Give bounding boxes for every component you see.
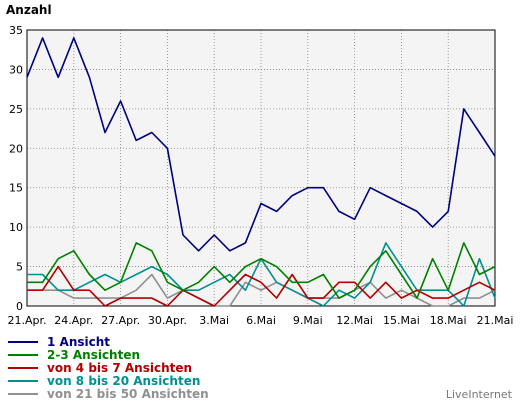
series-lines bbox=[26, 37, 496, 307]
x-tick-label: 3.Mai bbox=[199, 314, 229, 327]
x-tick-label: 21.Mai bbox=[477, 314, 514, 327]
x-tick-label: 9.Mai bbox=[293, 314, 323, 327]
series-line bbox=[27, 265, 496, 307]
y-tick-labels: 0 5 10 15 20 25 30 35 bbox=[9, 24, 23, 313]
y-axis-label: Anzahl bbox=[6, 3, 52, 17]
x-tick-label: 18.Mai bbox=[430, 314, 467, 327]
x-tick-label: 30.Apr. bbox=[148, 314, 187, 327]
x-tick-label: 6.Mai bbox=[246, 314, 276, 327]
x-tick-label: 24.Apr. bbox=[54, 314, 93, 327]
y-tick-label: 35 bbox=[9, 24, 23, 37]
y-tick-label: 30 bbox=[9, 63, 23, 76]
x-tick-label: 27.Apr. bbox=[101, 314, 140, 327]
y-tick-label: 5 bbox=[16, 261, 23, 274]
y-tick-label: 15 bbox=[9, 182, 23, 195]
grid bbox=[27, 30, 495, 306]
legend-label: von 8 bis 20 Ansichten bbox=[47, 374, 200, 388]
y-tick-label: 25 bbox=[9, 103, 23, 116]
y-tick-label: 0 bbox=[16, 300, 23, 313]
x-tick-label: 15.Mai bbox=[383, 314, 420, 327]
y-tick-label: 20 bbox=[9, 142, 23, 155]
x-tick-label: 12.Mai bbox=[336, 314, 373, 327]
y-tick-label: 10 bbox=[9, 221, 23, 234]
plot-frame bbox=[26, 29, 496, 307]
legend-label: von 21 bis 50 Ansichten bbox=[47, 387, 209, 401]
x-tick-label: 21.Apr. bbox=[7, 314, 46, 327]
legend-label: 2-3 Ansichten bbox=[47, 348, 140, 362]
legend-label: 1 Ansicht bbox=[47, 335, 110, 349]
branding-text: LiveInternet bbox=[446, 388, 513, 401]
x-tick-labels: 21.Apr. 24.Apr. 27.Apr. 30.Apr. 3.Mai 6.Mai 9.… bbox=[7, 314, 513, 327]
legend-label: von 4 bis 7 Ansichten bbox=[47, 361, 192, 375]
series-line bbox=[26, 37, 496, 252]
series-line bbox=[27, 242, 496, 299]
